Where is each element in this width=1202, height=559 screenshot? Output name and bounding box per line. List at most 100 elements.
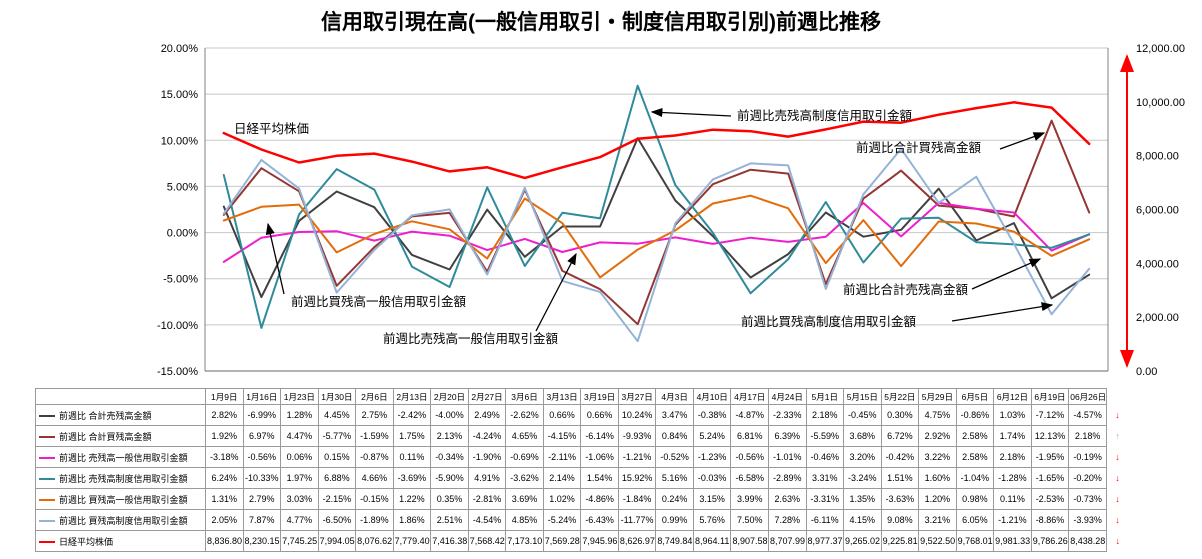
trend-down-arrow-icon: ↓ xyxy=(1115,473,1120,483)
y-axis-label-right: 12,000.00 xyxy=(1136,43,1185,55)
date-header: 2月6日 xyxy=(355,388,394,405)
y-axis-label-right: 6,000.00 xyxy=(1136,205,1179,217)
date-header: 5月22日 xyxy=(880,388,920,405)
chart-annotation: 前週比合計売残高金額 xyxy=(843,282,969,297)
y-axis-label-right: 8,000.00 xyxy=(1136,151,1179,163)
value-cell: 1.51% xyxy=(880,467,920,489)
value-cell: 9,981.33 xyxy=(993,530,1032,552)
table-row: 前週比 買残高一般信用取引金額 1.31% 2.79% 3.03% -2.15% -0.1… xyxy=(35,488,1129,510)
legend-cell: 前週比 合計売残高金額 xyxy=(35,404,206,426)
value-cell: 9.08% xyxy=(880,509,920,531)
arrow-header xyxy=(1107,389,1129,405)
value-cell: -7.12% xyxy=(1030,404,1070,426)
date-header: 2月27日 xyxy=(467,388,507,405)
value-cell: -6.58% xyxy=(730,467,769,489)
value-cell: 5.24% xyxy=(692,425,732,447)
value-cell: 2.63% xyxy=(767,488,807,510)
value-cell: 7.28% xyxy=(767,509,807,531)
legend-cell: 日経平均株価 xyxy=(35,530,206,552)
value-cell: 9,786.26 xyxy=(1030,530,1070,552)
y-axis-label-left: 5.00% xyxy=(167,181,198,193)
value-cell: 1.74% xyxy=(993,425,1032,447)
series-line-5 xyxy=(222,147,1091,343)
y-axis-label-left: 20.00% xyxy=(161,43,199,55)
series-line-1 xyxy=(222,119,1091,326)
value-cell: 2.92% xyxy=(918,425,957,447)
date-header: 4月3日 xyxy=(655,388,694,405)
y-axis-label-right: 2,000.00 xyxy=(1136,312,1179,324)
date-header: 2月20日 xyxy=(430,388,469,405)
value-cell: 0.84% xyxy=(655,425,694,447)
value-cell: 2.18% xyxy=(805,404,845,426)
corner-cell xyxy=(35,388,206,405)
value-cell: 8,438.28 xyxy=(1068,530,1107,552)
value-cell: 1.75% xyxy=(392,425,432,447)
date-header: 1月23日 xyxy=(280,388,319,405)
value-cell: 2.49% xyxy=(467,404,507,426)
legend-key-line xyxy=(39,415,55,418)
value-cell: -4.87% xyxy=(730,404,769,426)
value-cell: 6.81% xyxy=(730,425,769,447)
value-cell: -6.50% xyxy=(317,509,357,531)
legend-cell: 前週比 買残高一般信用取引金額 xyxy=(35,488,206,510)
value-cell: -0.56% xyxy=(730,446,769,468)
value-cell: -10.33% xyxy=(242,467,282,489)
value-cell: -2.11% xyxy=(542,446,582,468)
y-axis-label-left: 15.00% xyxy=(161,89,199,101)
value-cell: 7,568.42 xyxy=(467,530,507,552)
value-cell: 8,836.80 xyxy=(205,530,244,552)
value-cell: 15.92% xyxy=(617,467,657,489)
y-axis-label-left: -5.00% xyxy=(163,274,198,286)
value-cell: 2.51% xyxy=(430,509,469,531)
series-line-6 xyxy=(222,101,1091,180)
value-cell: -1.01% xyxy=(767,446,807,468)
value-cell: 1.03% xyxy=(993,404,1032,426)
value-cell: 7,416.38 xyxy=(430,530,469,552)
value-cell: 1.28% xyxy=(280,404,319,426)
value-cell: -2.81% xyxy=(467,488,507,510)
value-cell: -0.69% xyxy=(505,446,544,468)
value-cell: 1.31% xyxy=(205,488,244,510)
value-cell: 4.77% xyxy=(280,509,319,531)
value-cell: 2.58% xyxy=(955,425,995,447)
legend-key-line xyxy=(39,499,55,502)
legend-cell: 前週比 買残高制度信用取引金額 xyxy=(35,509,206,531)
value-cell: 9,265.02 xyxy=(843,530,882,552)
value-cell: 8,626.97 xyxy=(617,530,657,552)
date-header: 4月10日 xyxy=(692,388,732,405)
legend-key-line xyxy=(39,541,55,544)
value-cell: -0.46% xyxy=(805,446,845,468)
value-cell: 8,076.62 xyxy=(355,530,394,552)
value-cell: 1.97% xyxy=(280,467,319,489)
value-cell: 9,225.81 xyxy=(880,530,920,552)
value-cell: 12.13% xyxy=(1030,425,1070,447)
value-cell: 4.65% xyxy=(505,425,544,447)
data-table-grid: 1月9日 1月16日 1月23日 1月30日 2月6日 2月13日 2月20日 2月27日 3月… xyxy=(35,388,1129,552)
value-cell: -6.11% xyxy=(805,509,845,531)
y-axis-label-right: 0.00 xyxy=(1136,366,1157,378)
legend-key-line xyxy=(39,436,55,439)
date-header: 5月15日 xyxy=(843,388,882,405)
value-cell: -0.20% xyxy=(1068,467,1107,489)
value-cell: 2.14% xyxy=(542,467,582,489)
table-row: 前週比 売残高制度信用取引金額 6.24% -10.33% 1.97% 6.88% 4.6… xyxy=(35,467,1129,489)
legend-cell: 前週比 売残高一般信用取引金額 xyxy=(35,446,206,468)
legend-label: 前週比 合計売残高金額 xyxy=(59,410,152,421)
value-cell: 8,707.99 xyxy=(767,530,807,552)
y-axis-label-left: 10.00% xyxy=(161,135,199,147)
y-axis-label-left: -10.00% xyxy=(157,320,198,332)
date-header: 3月13日 xyxy=(542,388,582,405)
date-header: 06月26日 xyxy=(1068,388,1107,405)
value-cell: -1.21% xyxy=(993,509,1032,531)
value-cell: -1.84% xyxy=(617,488,657,510)
value-cell: 0.66% xyxy=(580,404,619,426)
trend-down-arrow-icon: ↓ xyxy=(1115,515,1120,525)
value-cell: 3.03% xyxy=(280,488,319,510)
value-cell: 4.75% xyxy=(918,404,957,426)
date-header: 6月19日 xyxy=(1030,388,1070,405)
value-cell: -0.86% xyxy=(955,404,995,426)
value-cell: -0.03% xyxy=(692,467,732,489)
annotation-arrow xyxy=(951,302,1054,322)
value-cell: -3.18% xyxy=(205,446,244,468)
value-cell: 8,977.37 xyxy=(805,530,845,552)
